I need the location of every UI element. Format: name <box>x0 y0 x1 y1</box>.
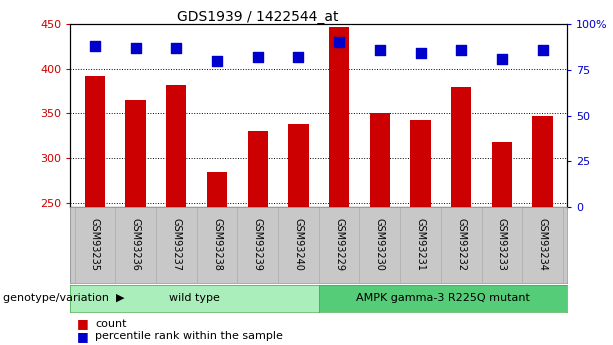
Bar <box>370 114 390 207</box>
Point <box>172 45 181 51</box>
Point <box>212 58 222 63</box>
Text: AMPK gamma-3 R225Q mutant: AMPK gamma-3 R225Q mutant <box>356 294 530 303</box>
Text: GSM93238: GSM93238 <box>212 218 222 271</box>
Point <box>294 54 303 60</box>
Bar <box>329 27 349 207</box>
Text: GSM93234: GSM93234 <box>538 218 547 271</box>
Bar <box>85 76 105 207</box>
Point <box>497 56 507 62</box>
Point <box>334 40 344 45</box>
Text: GSM93239: GSM93239 <box>253 218 263 271</box>
Point <box>538 47 547 52</box>
Text: GSM93233: GSM93233 <box>497 218 507 271</box>
Text: GDS1939 / 1422544_at: GDS1939 / 1422544_at <box>177 10 338 24</box>
Text: GSM93235: GSM93235 <box>90 218 100 272</box>
Bar <box>451 87 471 207</box>
Bar <box>166 85 186 207</box>
Text: GSM93230: GSM93230 <box>375 218 385 271</box>
Text: percentile rank within the sample: percentile rank within the sample <box>95 332 283 341</box>
Text: GSM93231: GSM93231 <box>416 218 425 271</box>
Text: ■: ■ <box>77 330 88 343</box>
Point <box>253 54 262 60</box>
Bar <box>410 120 431 207</box>
Bar <box>207 172 227 207</box>
Bar <box>533 116 553 207</box>
Text: wild type: wild type <box>169 294 220 303</box>
Point <box>375 47 385 52</box>
Text: genotype/variation  ▶: genotype/variation ▶ <box>3 294 124 303</box>
Bar <box>288 124 308 207</box>
Point <box>456 47 466 52</box>
Text: GSM93229: GSM93229 <box>334 218 344 272</box>
Text: GSM93237: GSM93237 <box>171 218 181 272</box>
Text: count: count <box>95 319 126 328</box>
Text: GSM93232: GSM93232 <box>456 218 466 272</box>
Point <box>131 45 140 51</box>
Point <box>90 43 100 49</box>
Text: ■: ■ <box>77 317 88 330</box>
Text: GSM93240: GSM93240 <box>294 218 303 271</box>
Bar <box>248 131 268 207</box>
Bar <box>492 142 512 207</box>
Text: GSM93236: GSM93236 <box>131 218 140 271</box>
Bar <box>126 100 146 207</box>
Point <box>416 51 425 56</box>
